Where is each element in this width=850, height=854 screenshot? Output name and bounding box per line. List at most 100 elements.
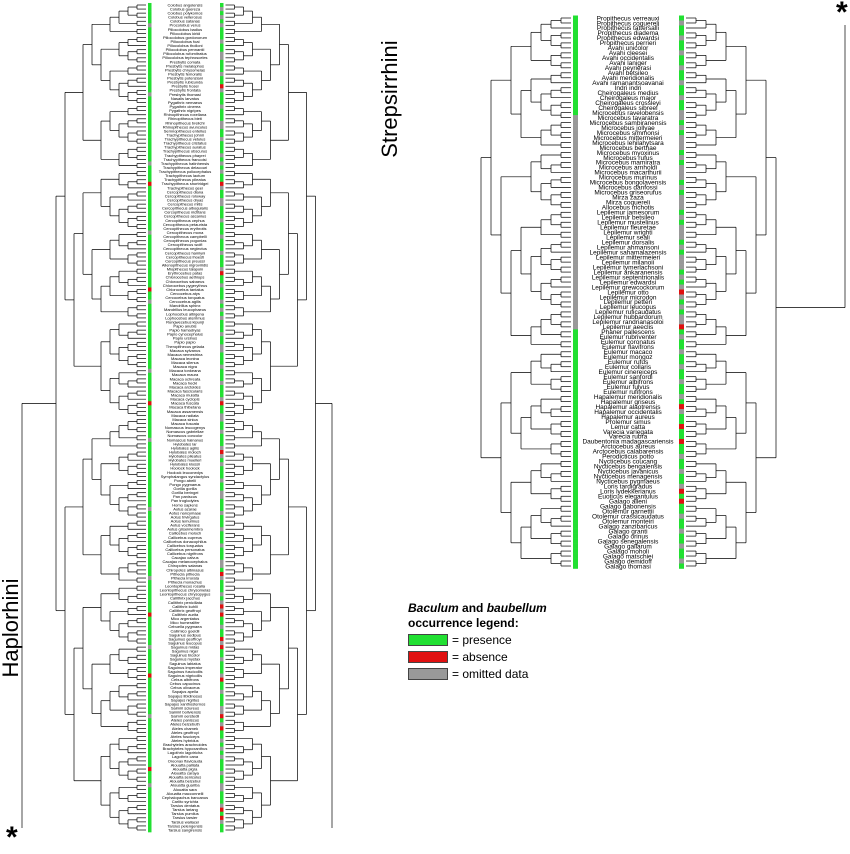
baculum-occurrence-cell xyxy=(148,303,152,309)
baubellum-occurrence-cell xyxy=(679,453,684,460)
baubellum-occurrence-cell xyxy=(220,189,224,195)
baubellum-occurrence-cell xyxy=(220,567,224,573)
baubellum-occurrence-cell xyxy=(679,513,684,519)
baubellum-occurrence-cell xyxy=(220,124,224,130)
baculum-occurrence-cell xyxy=(148,742,152,747)
baubellum-occurrence-cell xyxy=(679,419,684,425)
baubellum-occurrence-cell xyxy=(679,319,684,325)
taxon-label: Lepilemur seali xyxy=(606,234,650,241)
baculum-occurrence-cell xyxy=(573,553,578,559)
taxon-label: Saguinus labiatus xyxy=(169,661,201,666)
taxon-label: Cercopithecus mona xyxy=(167,230,204,235)
baubellum-occurrence-cell xyxy=(220,584,224,589)
baubellum-occurrence-cell xyxy=(220,47,224,53)
taxon-label: Cercopithecus neglectus xyxy=(163,246,207,251)
baubellum-occurrence-cell xyxy=(679,468,684,475)
baubellum-occurrence-cell xyxy=(220,649,224,654)
baculum-occurrence-cell xyxy=(148,368,152,374)
baculum-occurrence-cell xyxy=(148,15,152,20)
baubellum-occurrence-cell xyxy=(679,214,684,221)
baculum-occurrence-cell xyxy=(573,55,578,61)
baculum-occurrence-cell xyxy=(148,348,152,353)
baubellum-occurrence-cell xyxy=(679,164,684,171)
baculum-occurrence-cell xyxy=(148,799,152,804)
baculum-occurrence-cell xyxy=(148,494,152,500)
baculum-occurrence-cell xyxy=(573,244,578,250)
baubellum-occurrence-cell xyxy=(220,612,224,617)
baubellum-occurrence-cell xyxy=(220,600,224,605)
baubellum-occurrence-cell xyxy=(679,389,684,395)
baculum-occurrence-cell xyxy=(148,275,152,280)
taxon-label: Avahi betsileo xyxy=(608,70,649,77)
taxon-label: Gorilla gorilla xyxy=(173,486,197,491)
baubellum-occurrence-cell xyxy=(679,429,684,435)
baubellum-occurrence-cell xyxy=(220,482,224,487)
baubellum-occurrence-cell xyxy=(220,714,224,719)
baubellum-occurrence-cell xyxy=(220,96,224,101)
baubellum-occurrence-cell xyxy=(220,11,224,16)
baculum-occurrence-cell xyxy=(573,424,578,430)
baubellum-occurrence-cell xyxy=(679,95,684,101)
baculum-occurrence-cell xyxy=(573,219,578,226)
baculum-occurrence-cell xyxy=(148,584,152,589)
taxon-label: Macaca fuscata xyxy=(171,421,200,426)
baculum-occurrence-cell xyxy=(573,179,578,186)
taxon-label: Brachyteles arachnoides xyxy=(163,742,207,747)
baubellum-occurrence-cell xyxy=(220,636,224,642)
taxon-label: Sapajus libidinosus xyxy=(168,693,202,698)
taxon-label: Trachypithecus obscurus xyxy=(163,149,207,154)
baculum-occurrence-cell xyxy=(148,718,152,723)
taxon-label: Cercopithecus roloway xyxy=(165,193,205,198)
baculum-occurrence-cell xyxy=(148,124,152,130)
baubellum-occurrence-cell xyxy=(679,159,684,166)
baculum-occurrence-cell xyxy=(148,563,152,569)
baculum-occurrence-cell xyxy=(573,404,578,410)
taxon-label: Ateles paniscus xyxy=(171,718,199,723)
taxon-label: Papio hamadryas xyxy=(169,328,200,333)
taxon-label: Propithecus tattersalli xyxy=(597,25,659,32)
baubellum-occurrence-cell xyxy=(220,303,224,309)
baculum-occurrence-cell xyxy=(148,632,152,638)
baubellum-occurrence-cell xyxy=(220,815,224,821)
baculum-occurrence-cell xyxy=(148,328,152,333)
baculum-occurrence-cell xyxy=(148,165,152,170)
baculum-occurrence-cell xyxy=(573,194,578,201)
taxon-label: Mandrillus sphinx xyxy=(170,303,201,308)
baculum-occurrence-cell xyxy=(148,67,152,73)
baculum-occurrence-cell xyxy=(148,137,152,142)
baculum-occurrence-cell xyxy=(573,389,578,395)
taxon-label: Chiropotes satanas xyxy=(168,563,202,568)
baubellum-occurrence-cell xyxy=(679,324,684,330)
baubellum-occurrence-cell xyxy=(220,596,224,601)
baubellum-occurrence-cell xyxy=(220,734,224,739)
baubellum-occurrence-cell xyxy=(679,100,684,106)
baubellum-occurrence-cell xyxy=(679,548,684,554)
baculum-occurrence-cell xyxy=(148,685,152,691)
baubellum-occurrence-cell xyxy=(220,380,224,386)
baculum-occurrence-cell xyxy=(148,173,152,179)
baubellum-occurrence-cell xyxy=(679,503,684,510)
taxon-label: Callithrix penicillata xyxy=(168,600,203,605)
baculum-occurrence-cell xyxy=(148,470,152,475)
baculum-occurrence-cell xyxy=(148,620,152,626)
taxon-label: Trachypithecus vetulus xyxy=(165,137,206,142)
legend-label-absence: = absence xyxy=(452,650,508,664)
baculum-occurrence-cell xyxy=(573,85,578,91)
taxon-label: Saguinus imperator xyxy=(168,665,203,670)
baubellum-occurrence-cell xyxy=(220,214,224,219)
baubellum-occurrence-cell xyxy=(220,7,224,12)
taxon-label: Macaca thibetana xyxy=(169,405,201,410)
taxon-label: Avahi occidentalis xyxy=(602,55,655,62)
taxon-label: Avahi unicolor xyxy=(608,45,650,52)
baubellum-occurrence-cell xyxy=(220,161,224,166)
taxon-label: Aotus nancymaae xyxy=(169,510,202,515)
taxon-label: Microcebus myoxinus xyxy=(597,150,660,157)
taxon-label: Macaca leonina xyxy=(171,356,200,361)
taxon-label: Alouatta guariba xyxy=(170,783,200,788)
taxon-label: Galago senegalensis xyxy=(598,538,659,545)
baubellum-occurrence-cell xyxy=(220,409,224,414)
baculum-occurrence-cell xyxy=(148,653,152,658)
taxon-label: Lepilemur septentrionalis xyxy=(592,274,665,281)
taxon-label: Alouatta seniculus xyxy=(169,775,201,780)
taxon-label: Presbytis hosei xyxy=(171,84,198,89)
